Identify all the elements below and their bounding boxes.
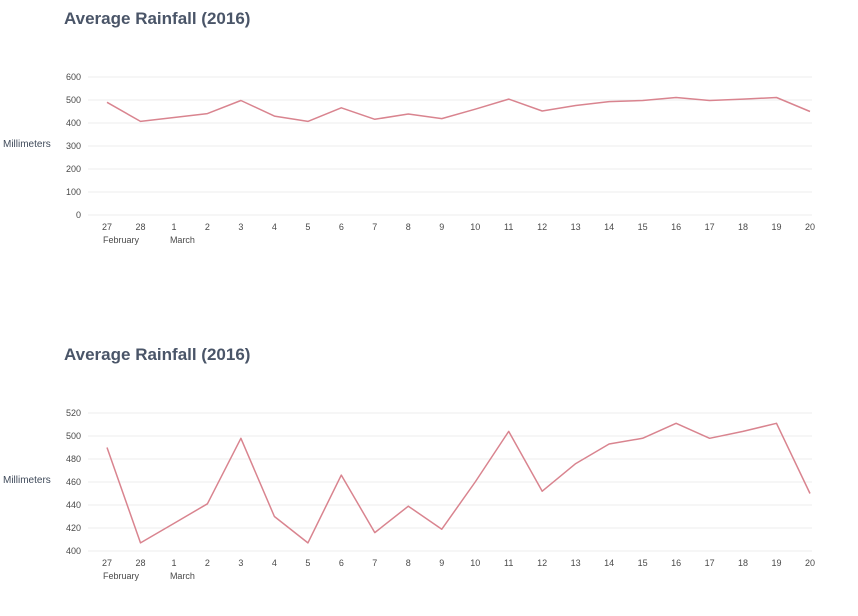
y-tick-label: 600 bbox=[66, 72, 81, 82]
y-tick-label: 100 bbox=[66, 187, 81, 197]
month-label: February bbox=[103, 235, 140, 245]
x-tick-label: 7 bbox=[372, 222, 377, 232]
x-tick-label: 1 bbox=[171, 222, 176, 232]
month-label: February bbox=[103, 571, 140, 581]
x-tick-label: 6 bbox=[339, 558, 344, 568]
y-tick-label: 440 bbox=[66, 500, 81, 510]
x-tick-label: 8 bbox=[406, 558, 411, 568]
x-tick-label: 17 bbox=[705, 222, 715, 232]
y-tick-label: 520 bbox=[66, 408, 81, 418]
series-line bbox=[106, 96, 811, 123]
x-tick-label: 16 bbox=[671, 558, 681, 568]
x-tick-label: 13 bbox=[571, 558, 581, 568]
x-tick-label: 2 bbox=[205, 558, 210, 568]
x-tick-label: 3 bbox=[238, 222, 243, 232]
x-tick-label: 15 bbox=[638, 558, 648, 568]
month-label: March bbox=[170, 571, 195, 581]
x-tick-label: 14 bbox=[604, 558, 614, 568]
y-tick-label: 460 bbox=[66, 477, 81, 487]
x-tick-label: 15 bbox=[638, 222, 648, 232]
month-label: March bbox=[170, 235, 195, 245]
x-tick-label: 10 bbox=[470, 222, 480, 232]
x-tick-label: 20 bbox=[805, 558, 815, 568]
x-tick-label: 18 bbox=[738, 222, 748, 232]
x-tick-label: 27 bbox=[102, 222, 112, 232]
x-tick-label: 16 bbox=[671, 222, 681, 232]
x-tick-label: 4 bbox=[272, 222, 277, 232]
x-tick-label: 1 bbox=[171, 558, 176, 568]
y-tick-label: 300 bbox=[66, 141, 81, 151]
chart-title-bottom: Average Rainfall (2016) bbox=[64, 345, 251, 364]
y-tick-label: 200 bbox=[66, 164, 81, 174]
y-tick-label: 0 bbox=[76, 210, 81, 220]
x-tick-label: 14 bbox=[604, 222, 614, 232]
x-tick-label: 2 bbox=[205, 222, 210, 232]
y-axis-label-bottom: Millimeters bbox=[3, 475, 51, 486]
y-tick-label: 400 bbox=[66, 118, 81, 128]
y-axis-label-top: Millimeters bbox=[3, 139, 51, 150]
x-tick-label: 18 bbox=[738, 558, 748, 568]
y-tick-label: 400 bbox=[66, 546, 81, 556]
x-tick-label: 27 bbox=[102, 558, 112, 568]
x-tick-label: 9 bbox=[439, 222, 444, 232]
x-tick-label: 6 bbox=[339, 222, 344, 232]
x-tick-label: 28 bbox=[135, 222, 145, 232]
x-tick-label: 3 bbox=[238, 558, 243, 568]
x-tick-label: 19 bbox=[772, 222, 782, 232]
x-tick-label: 11 bbox=[504, 222, 513, 232]
x-tick-label: 10 bbox=[470, 558, 480, 568]
x-tick-label: 19 bbox=[772, 558, 782, 568]
series-line bbox=[106, 422, 811, 544]
x-tick-label: 28 bbox=[135, 558, 145, 568]
y-tick-label: 480 bbox=[66, 454, 81, 464]
x-tick-label: 5 bbox=[305, 558, 310, 568]
y-tick-label: 500 bbox=[66, 431, 81, 441]
x-tick-label: 5 bbox=[305, 222, 310, 232]
x-tick-label: 11 bbox=[504, 558, 513, 568]
x-tick-label: 12 bbox=[537, 222, 547, 232]
x-tick-label: 4 bbox=[272, 558, 277, 568]
x-tick-label: 7 bbox=[372, 558, 377, 568]
y-tick-label: 420 bbox=[66, 523, 81, 533]
x-tick-label: 8 bbox=[406, 222, 411, 232]
x-tick-label: 13 bbox=[571, 222, 581, 232]
x-tick-label: 9 bbox=[439, 558, 444, 568]
x-tick-label: 20 bbox=[805, 222, 815, 232]
chart-title-top: Average Rainfall (2016) bbox=[64, 9, 251, 28]
x-tick-label: 12 bbox=[537, 558, 547, 568]
x-tick-label: 17 bbox=[705, 558, 715, 568]
y-tick-label: 500 bbox=[66, 95, 81, 105]
